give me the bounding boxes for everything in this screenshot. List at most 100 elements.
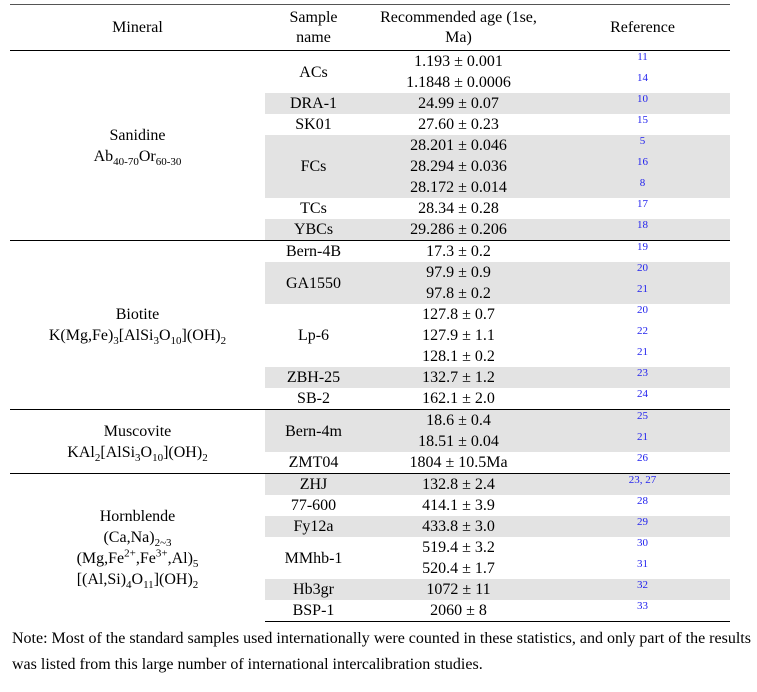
reference-cell: 28 bbox=[555, 495, 730, 516]
sample-name: 77-600 bbox=[290, 497, 337, 514]
formula-part: ](OH) bbox=[181, 327, 221, 344]
header-text: Ma) bbox=[445, 28, 472, 46]
reference-cell: 33 bbox=[555, 600, 730, 622]
table-row: 127.9 ± 1.1 22 bbox=[10, 325, 730, 346]
reference-cell: 17 bbox=[555, 198, 730, 219]
mineral-cell: Hornblende (Ca,Na)2~3 (Mg,Fe2+,Fe3+,Al)5[(… bbox=[10, 473, 265, 622]
age-cell: 128.1 ± 0.2 bbox=[422, 348, 495, 365]
table-row: MMhb-1 519.4 ± 3.2 30 bbox=[10, 537, 730, 567]
table-row: Hornblende (Ca,Na)2~3 (Mg,Fe2+,Fe3+,Al)5[(… bbox=[10, 473, 730, 622]
sample-name: SK01 bbox=[295, 116, 332, 133]
reference: 31 bbox=[637, 558, 648, 570]
formula-part: [AlSi bbox=[118, 327, 154, 344]
table-row: Muscovite KAl2[AlSi3O10](OH)2 Bern-4m 18.6 … bbox=[10, 409, 730, 474]
header-cell: Reference bbox=[555, 4, 730, 51]
mineral-name: Biotite bbox=[115, 306, 160, 323]
table-row: FCs 28.201 ± 0.046 5 bbox=[10, 135, 730, 198]
reference-cell: 26 bbox=[555, 452, 730, 474]
table-row: SK01 27.60 ± 0.23 15 bbox=[10, 114, 730, 135]
age-cell: 2060 ± 8 bbox=[362, 600, 555, 622]
mineral-name: Muscovite bbox=[103, 422, 172, 440]
table-body: Sanidine Ab40-70Or60-30 ACs 1.193 ± 0.001 11… bbox=[10, 50, 730, 622]
formula-part: 2 bbox=[220, 335, 227, 348]
sample-name: GA1550 bbox=[265, 262, 362, 304]
formula-part: Or bbox=[138, 147, 156, 165]
age-cell: 17.3 ± 0.2 bbox=[362, 240, 555, 262]
formula-part: 4 bbox=[126, 578, 132, 591]
formula-part: 11 bbox=[143, 578, 154, 591]
formula-part: 3 bbox=[113, 335, 119, 348]
reference: 20 bbox=[637, 304, 648, 316]
sample-name: ZHJ bbox=[265, 473, 362, 495]
formula-part: 2 bbox=[202, 451, 208, 464]
reference: 21 bbox=[637, 346, 648, 358]
formula-part: K(Mg,Fe) bbox=[48, 327, 114, 344]
reference-cell: 23 bbox=[555, 367, 730, 388]
header-text: name bbox=[296, 28, 331, 46]
age-cell: 1072 ± 11 bbox=[362, 579, 555, 600]
table-row: Fy12a 433.8 ± 3.0 29 bbox=[10, 516, 730, 537]
reference-cell: 15 bbox=[555, 114, 730, 135]
sample-name: Hb3gr bbox=[265, 579, 362, 600]
table-row: ZMT04 1804 ± 10.5Ma 26 bbox=[10, 452, 730, 474]
age-cell: 27.60 ± 0.23 bbox=[418, 116, 499, 133]
reference: 11 bbox=[637, 51, 648, 63]
reference: 21 bbox=[637, 431, 648, 443]
mineral-cell: Sanidine Ab40-70Or60-30 bbox=[10, 50, 265, 241]
sample-name: DRA-1 bbox=[265, 93, 362, 114]
sample-name: BSP-1 bbox=[265, 600, 362, 622]
table-row: YBCs 29.286 ± 0.206 18 bbox=[10, 219, 730, 241]
table-row: BSP-1 2060 ± 8 33 bbox=[10, 600, 730, 622]
note: Note: Most of the standard samples used … bbox=[12, 630, 751, 673]
reference-cell: 10 bbox=[555, 93, 730, 114]
reference-cell: 21 bbox=[555, 346, 730, 367]
reference: 18 bbox=[637, 219, 648, 231]
sample-name: YBCs bbox=[265, 219, 362, 241]
header-text: Recommended age (1se, bbox=[380, 8, 537, 26]
reference-cell: 18 bbox=[555, 219, 730, 241]
reference: 5 bbox=[639, 135, 646, 147]
reference-cell: 21 bbox=[555, 283, 730, 304]
table: Mineral Sample name Recommended age (1se, Ma… bbox=[10, 4, 730, 622]
table-row: Biotite K(Mg,Fe)3[AlSi3O10](OH)2 Bern-4B 17… bbox=[10, 240, 730, 410]
reference-cell: 20 bbox=[555, 304, 730, 325]
formula-line: Ab40-70Or60-30 bbox=[10, 146, 265, 168]
reference-cell: 24 bbox=[555, 388, 730, 410]
table-row: 28.172 ± 0.014 8 bbox=[10, 177, 730, 198]
age-cell: 97.8 ± 0.2 bbox=[362, 283, 555, 304]
formula-part: 10 bbox=[170, 335, 182, 348]
table-row: 520.4 ± 1.7 31 bbox=[10, 558, 730, 579]
mineral-cell: Biotite K(Mg,Fe)3[AlSi3O10](OH)2 bbox=[10, 240, 265, 410]
age-cell: 29.286 ± 0.206 bbox=[362, 219, 555, 241]
formula-part: Ab bbox=[93, 147, 114, 165]
mineral-name: Sanidine bbox=[109, 126, 166, 144]
age-cell: 127.9 ± 1.1 bbox=[422, 327, 495, 344]
reference: 25 bbox=[637, 410, 648, 422]
age-cell: 18.51 ± 0.04 bbox=[362, 431, 555, 452]
reference-cell: 23, 27 bbox=[555, 473, 730, 495]
formula-part: ,Al) bbox=[167, 549, 193, 567]
table-row: TCs 28.34 ± 0.28 17 bbox=[10, 198, 730, 219]
table-row: Sanidine Ab40-70Or60-30 ACs 1.193 ± 0.001 11 bbox=[10, 50, 730, 241]
age-cell: 519.4 ± 3.2 bbox=[422, 539, 495, 556]
age-cell: 132.8 ± 2.4 bbox=[362, 473, 555, 495]
age-cell: 28.172 ± 0.014 bbox=[362, 177, 555, 198]
reference: 32 bbox=[637, 579, 648, 591]
age-cell: 28.201 ± 0.046 bbox=[362, 135, 555, 156]
formula-part: ](OH) bbox=[163, 443, 203, 461]
formula-part: 3 bbox=[153, 335, 159, 348]
reference: 17 bbox=[637, 198, 648, 210]
table-row: 28.294 ± 0.036 16 bbox=[10, 156, 730, 177]
sample-name: Bern-4m bbox=[265, 409, 362, 452]
sample-name: ZBH-25 bbox=[265, 367, 362, 388]
reference: 8 bbox=[639, 177, 646, 189]
table-row: 97.8 ± 0.2 21 bbox=[10, 283, 730, 304]
reference: 14 bbox=[637, 72, 648, 84]
sample-name: TCs bbox=[300, 200, 327, 217]
age-cell: 1804 ± 10.5Ma bbox=[409, 454, 508, 471]
header-cell: Mineral bbox=[10, 4, 265, 51]
reference-cell: 8 bbox=[555, 177, 730, 198]
age-cell: 28.34 ± 0.28 bbox=[418, 200, 499, 217]
formula-part: O bbox=[158, 327, 171, 344]
